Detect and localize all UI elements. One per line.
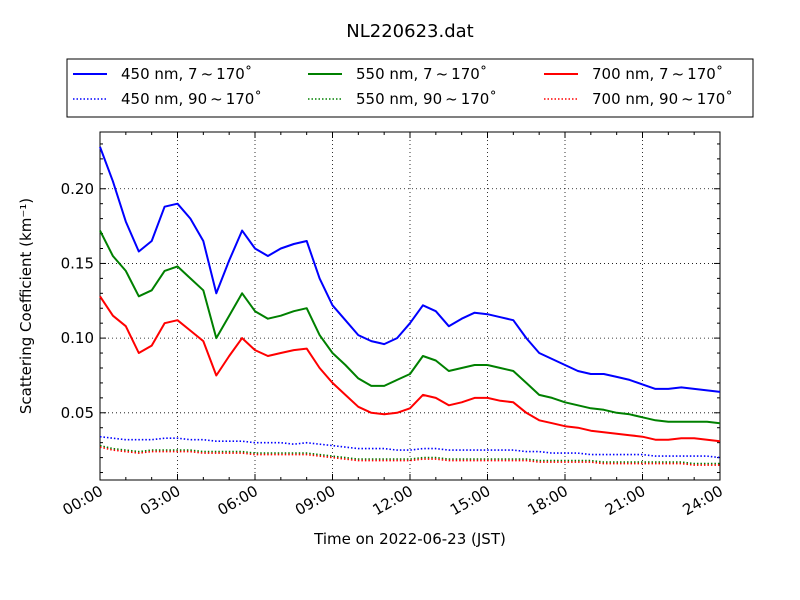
legend-label: 450 nm, 7 ~ 170˚ <box>121 65 252 83</box>
y-tick-label: 0.10 <box>61 329 94 347</box>
series-line <box>99 446 720 466</box>
series-line <box>99 444 720 465</box>
legend-label: 450 nm, 90 ~ 170˚ <box>121 90 262 108</box>
y-axis-label: Scattering Coefficient (km⁻¹) <box>17 198 35 414</box>
series-line <box>99 295 721 443</box>
series-line <box>99 230 721 425</box>
plot-frame <box>99 131 721 481</box>
series-line <box>99 146 721 393</box>
legend: 450 nm, 7 ~ 170˚ 450 nm, 90 ~ 170˚ 550 nm,… <box>66 58 754 118</box>
series-line <box>99 435 721 459</box>
y-tick-label: 0.05 <box>61 404 94 422</box>
legend-label: 700 nm, 7 ~ 170˚ <box>592 65 723 83</box>
data-series <box>99 146 721 466</box>
legend-label: 700 nm, 90 ~ 170˚ <box>592 90 733 108</box>
chart-title: NL220623.dat <box>346 21 473 42</box>
plot-area <box>99 131 721 481</box>
legend-box <box>66 58 754 118</box>
axis-ticks <box>99 132 721 480</box>
y-tick-label: 0.20 <box>61 180 94 198</box>
legend-label: 550 nm, 7 ~ 170˚ <box>356 65 487 83</box>
legend-label: 550 nm, 90 ~ 170˚ <box>356 90 497 108</box>
y-tick-label: 0.15 <box>61 254 94 272</box>
y-tick-labels: 0.05 0.10 0.15 0.20 <box>61 180 94 422</box>
x-axis-label: Time on 2022-06-23 (JST) <box>313 530 506 548</box>
